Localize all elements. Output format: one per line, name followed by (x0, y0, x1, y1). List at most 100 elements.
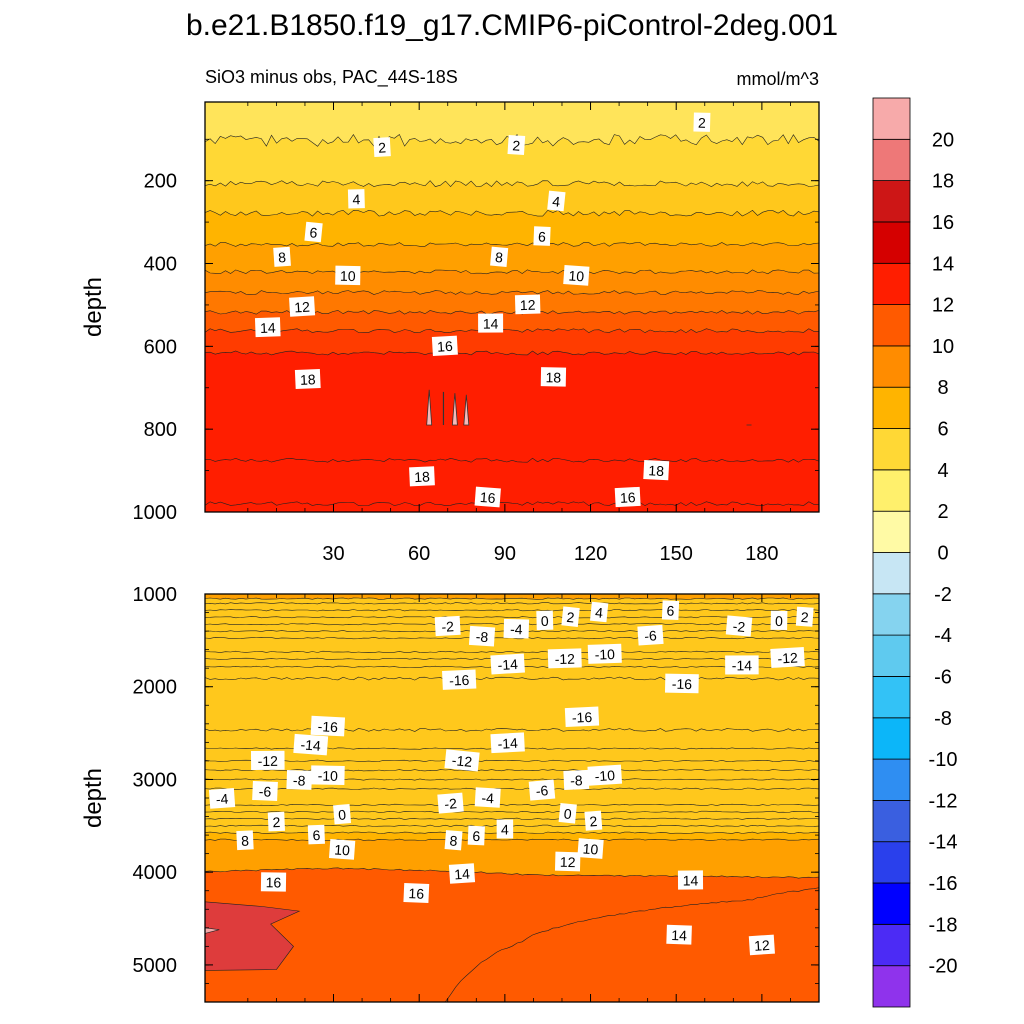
upper-panel-contour-label: 12 (514, 294, 541, 315)
lower-panel-contour-label-text: 4 (594, 604, 604, 621)
colorbar-box (872, 800, 911, 843)
lower-panel-contour-label: -4 (474, 787, 501, 808)
upper-panel-contour-label-text: 14 (483, 316, 499, 332)
lower-panel-contour-label-text: -2 (444, 795, 458, 812)
lower-panel-contour-label-text: -6 (535, 782, 549, 799)
upper-panel-contour-label-text: 16 (620, 489, 637, 506)
lower-panel-contour-label: -14 (293, 733, 329, 756)
upper-panel-contour-label-text: 10 (340, 268, 356, 284)
lower-panel-contour-label-text: -16 (572, 709, 593, 726)
colorbar-box (872, 758, 911, 801)
upper-panel-contour-labels: 2 2 2 4 4 6 6 8 8 10 10 12 12 14 14 16 18 18 18 18 16 16 (254, 112, 711, 508)
lower-panel-contour-label: 0 (770, 610, 788, 631)
lower-panel-contour-label: 2 (795, 606, 814, 627)
lower-panel-contour-label: -16 (564, 706, 600, 728)
lower-panel-contour-label-text: -2 (441, 618, 455, 635)
lower-panel-band-14-up (205, 867, 819, 1002)
lower-panel-contour-label-bg (448, 863, 476, 884)
lower-panel-contour-label: 2 (584, 810, 603, 831)
upper-panel-x-tick-label: 180 (745, 543, 778, 565)
lower-panel-contour-label: 14 (677, 870, 704, 890)
lower-panel-contour-label: 0 (536, 610, 554, 631)
upper-panel-contour-label-bg (409, 466, 435, 487)
lower-panel-contour-label: 0 (333, 804, 352, 825)
lower-panel-contour-label-text: 10 (582, 840, 599, 857)
lower-panel-contour-label-bg (467, 825, 485, 846)
upper-panel-y-tick-label: 1000 (133, 502, 178, 524)
upper-panel-contour-label: 16 (474, 486, 501, 508)
lower-panel-contour-label: -10 (310, 765, 345, 786)
upper-panel-contour-label-bg (693, 112, 711, 132)
lower-panel-contour-label: -14 (490, 732, 525, 754)
upper-panel-contour-label-text: 10 (568, 267, 585, 284)
lower-panel-contour-label-bg (310, 715, 346, 737)
lower-panel-features (205, 901, 301, 971)
lower-panel-contour-label-text: 0 (541, 613, 549, 629)
lower-panel-contour-label-text: -4 (481, 790, 495, 807)
lower-panel-contour-label: -14 (725, 655, 759, 675)
colorbar-tick-label: -20 (929, 956, 958, 978)
colorbar-tick-label: -16 (929, 873, 958, 895)
upper-panel-x-tick-label: 30 (322, 543, 344, 565)
lower-panel-contour-label: -2 (725, 615, 753, 637)
lower-panel-contour-label-bg (468, 625, 496, 647)
upper-panel-contour-label: 12 (289, 296, 316, 317)
lower-panel-contour-label-text: -8 (570, 772, 583, 789)
upper-panel-spike (426, 389, 433, 426)
lower-panel-contour-label-text: 0 (338, 806, 347, 823)
upper-panel-contour-label: 8 (273, 246, 291, 267)
lower-panel-x-axis (247, 594, 791, 1002)
lower-panel-contour-label: 14 (666, 924, 692, 945)
colorbar-tick-label: -4 (934, 625, 952, 647)
lower-panel-contour-label-text: 14 (683, 872, 699, 888)
lower-panel-contour-label: -12 (444, 749, 480, 772)
lower-panel-contour-label-bg (577, 838, 604, 859)
upper-panel-contour-label-text: 6 (309, 224, 319, 241)
lower-panel-contour-label: -6 (252, 780, 278, 802)
lower-panel-contour-label-text: -14 (497, 735, 518, 752)
lower-panel-contour-label-text: -16 (317, 718, 338, 735)
lower-panel-contour-label-bg (444, 830, 463, 851)
lower-panel-contour-4 (205, 602, 819, 605)
colorbar-tick-label: -8 (934, 708, 952, 730)
upper-panel-x-tick-label: 60 (408, 543, 430, 565)
figure-title: b.e21.B1850.f19_g17.CMIP6-piControl-2deg… (186, 9, 838, 42)
lower-panel-contour-label: 2 (267, 811, 286, 832)
colorbar-tick-label: -2 (934, 584, 952, 606)
upper-panel-contour-label: 2 (693, 112, 711, 132)
lower-panel-contour-label-bg (770, 610, 788, 631)
colorbar-tick-label: 18 (932, 171, 954, 193)
upper-panel-contour-label-text: 18 (300, 371, 316, 388)
colorbar-box (872, 304, 911, 347)
lower-panel-contour-label: -2 (434, 615, 461, 637)
colorbar-tick-label: -10 (929, 749, 958, 771)
lower-panel-contour-label-bg (310, 765, 345, 786)
lower-panel-contour-6 (205, 597, 819, 600)
lower-panel-contour-label-text: -14 (732, 657, 753, 673)
lower-panel-contour-label-text: -10 (318, 768, 339, 784)
colorbar-box (872, 469, 911, 512)
upper-panel-contour-label: 4 (547, 190, 566, 212)
lower-panel-contour-label-bg (664, 673, 699, 694)
lower-panel-contour--16 (205, 676, 819, 681)
upper-panel-contour-label-text: 2 (512, 137, 521, 153)
lower-panel-contour--16 (205, 728, 819, 732)
upper-panel-contour-4 (205, 180, 819, 188)
lower-panel-contour-label: -2 (437, 792, 464, 814)
lower-panel-y-axis-title: depth (80, 768, 107, 828)
upper-panel-contour-label-text: 16 (479, 489, 496, 506)
lower-panel-contour-label-text: 4 (501, 821, 509, 837)
upper-panel-y-tick-label: 600 (144, 336, 177, 358)
upper-panel-contour-8 (205, 242, 819, 247)
upper-panel-contour-label: 18 (409, 466, 435, 487)
upper-panel-features (426, 389, 752, 426)
lower-panel-contour-label-text: 2 (589, 813, 598, 830)
colorbar-box (872, 221, 911, 264)
lower-panel-contour-label: 4 (589, 601, 609, 623)
upper-panel-contour-label-text: 18 (414, 468, 430, 485)
colorbar-tick-label: 14 (932, 253, 954, 275)
upper-panel-contour-field (205, 102, 819, 512)
lower-panel-contour-label: 10 (328, 839, 356, 860)
lower-panel-contour-label-text: 12 (754, 937, 771, 954)
